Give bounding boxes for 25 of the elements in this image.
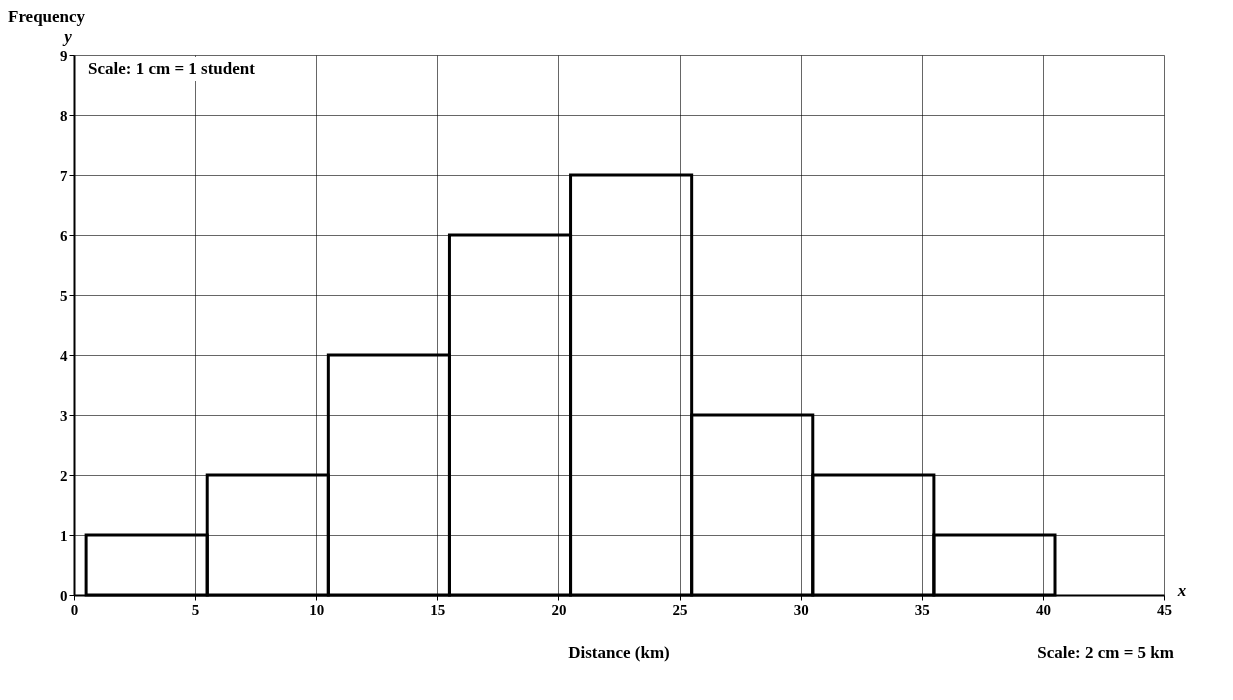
y-tick-label: 5 <box>60 287 68 304</box>
x-tick-label: 15 <box>430 601 446 618</box>
x-tick-label: 45 <box>1157 601 1172 618</box>
x-tick-label: 5 <box>191 601 200 618</box>
text: Scale: 2 cm = 5 km <box>1037 643 1174 662</box>
text: x <box>1176 581 1187 600</box>
y-axis-title: Frequency <box>8 7 86 26</box>
y-tick-label: 6 <box>60 227 68 244</box>
y-tick-label: 1 <box>60 527 68 544</box>
x-tick-label: 25 <box>672 601 688 618</box>
y-tick-label: 2 <box>60 467 68 484</box>
y-tick-label: 0 <box>60 587 68 604</box>
y-tick-label: 7 <box>60 167 68 184</box>
x-tick-label: 30 <box>793 601 809 618</box>
x-tick-label: 20 <box>551 601 567 618</box>
text: y <box>62 27 73 46</box>
x-tick-label: 10 <box>309 601 325 618</box>
y-tick-label: 3 <box>60 407 68 424</box>
y-tick-label: 9 <box>60 47 68 64</box>
x-tick-label: 35 <box>914 601 930 618</box>
y-tick-label: 8 <box>60 107 68 124</box>
annotation: Scale: 1 cm = 1 student <box>88 59 256 78</box>
x-tick-label: 40 <box>1035 601 1051 618</box>
x-axis-title: Distance (km) <box>568 643 670 662</box>
y-tick-label: 4 <box>60 347 68 364</box>
